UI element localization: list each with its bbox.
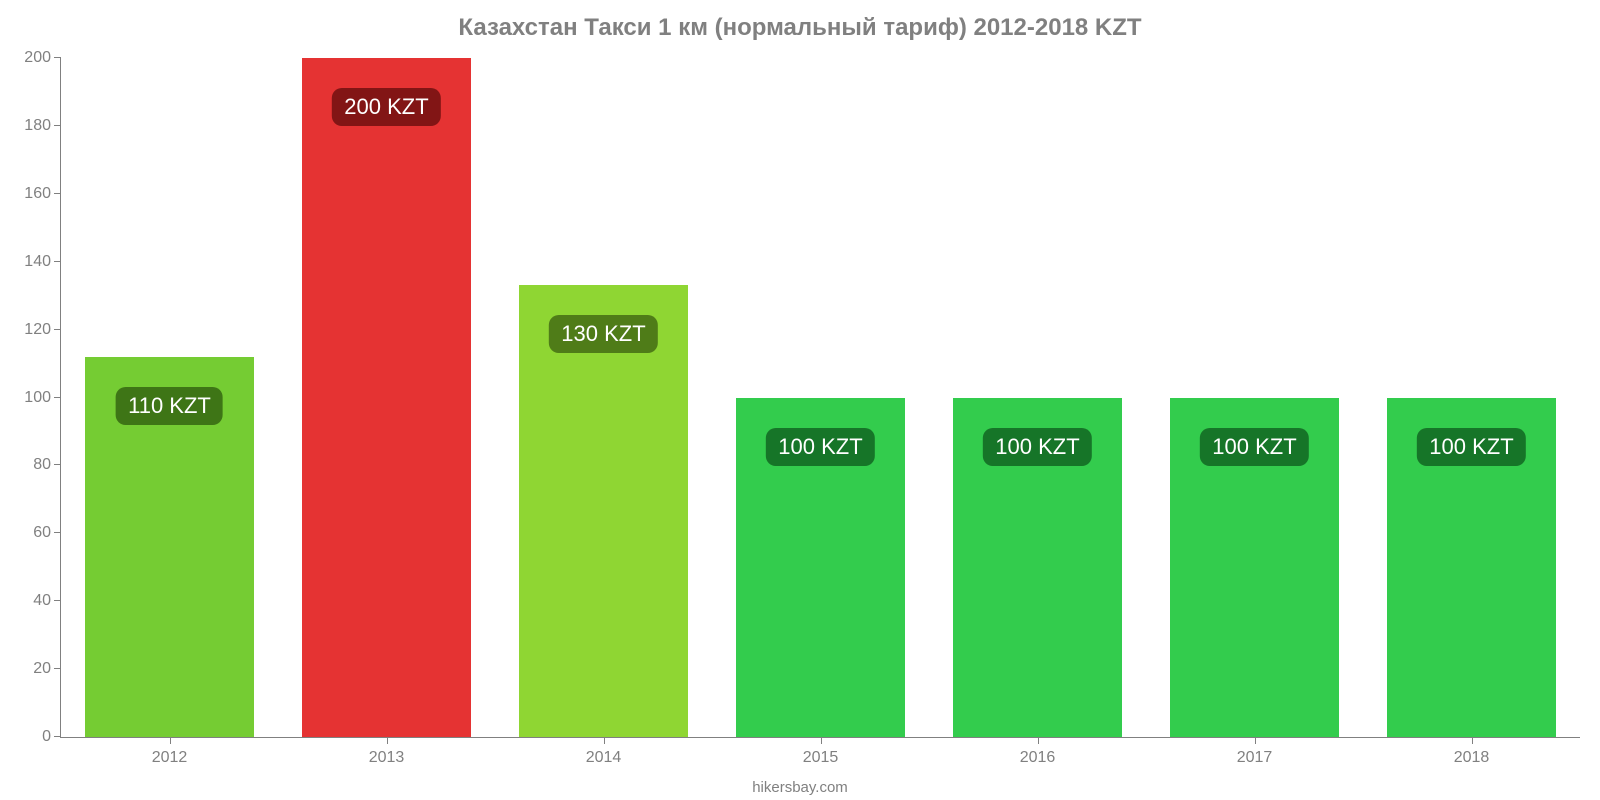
bar: 100 KZT	[1170, 398, 1339, 738]
x-tick-label: 2016	[1020, 737, 1056, 767]
attribution-text: hikersbay.com	[0, 779, 1600, 796]
y-tick-label: 160	[24, 185, 61, 203]
y-tick-label: 100	[24, 389, 61, 407]
x-tick-label: 2017	[1237, 737, 1273, 767]
y-tick-label: 200	[24, 49, 61, 67]
y-tick-label: 180	[24, 117, 61, 135]
x-tick-label: 2012	[152, 737, 188, 767]
bar: 130 KZT	[519, 285, 688, 737]
bar-value-badge: 100 KZT	[1200, 428, 1308, 466]
bar: 200 KZT	[302, 58, 471, 737]
bar-value-badge: 100 KZT	[983, 428, 1091, 466]
y-tick-label: 0	[42, 728, 61, 746]
x-tick-label: 2018	[1454, 737, 1490, 767]
bar: 110 KZT	[85, 357, 254, 737]
y-tick-label: 140	[24, 253, 61, 271]
y-tick-label: 40	[33, 592, 61, 610]
bar: 100 KZT	[736, 398, 905, 738]
bar-value-badge: 130 KZT	[549, 315, 657, 353]
y-tick-label: 20	[33, 660, 61, 678]
x-tick-label: 2014	[586, 737, 622, 767]
x-tick-label: 2015	[803, 737, 839, 767]
plot-area: 0204060801001201401601802002012110 KZT20…	[60, 58, 1580, 738]
y-tick-label: 60	[33, 524, 61, 542]
chart-title: Казахстан Такси 1 км (нормальный тариф) …	[0, 14, 1600, 42]
bar-value-badge: 100 KZT	[1417, 428, 1525, 466]
y-tick-label: 80	[33, 456, 61, 474]
bar-chart: Казахстан Такси 1 км (нормальный тариф) …	[0, 0, 1600, 800]
bar: 100 KZT	[953, 398, 1122, 738]
x-tick-label: 2013	[369, 737, 405, 767]
y-tick-label: 120	[24, 321, 61, 339]
bar-value-badge: 110 KZT	[116, 387, 223, 425]
bar-value-badge: 100 KZT	[766, 428, 874, 466]
bar-value-badge: 200 KZT	[332, 88, 440, 126]
bar: 100 KZT	[1387, 398, 1556, 738]
